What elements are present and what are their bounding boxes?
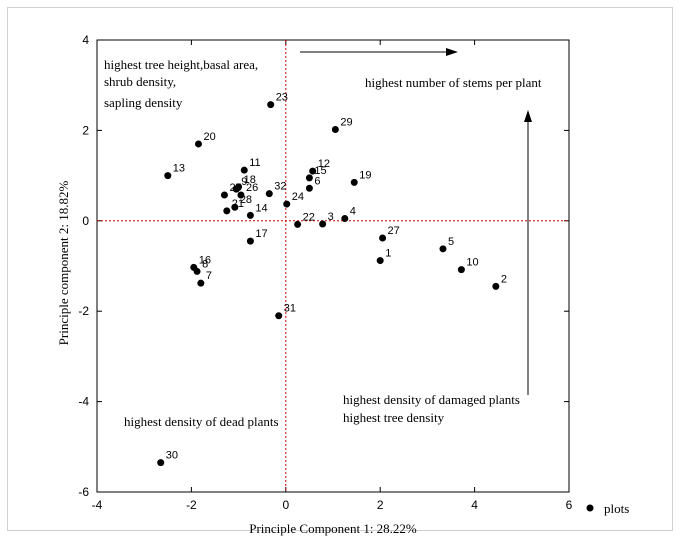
arrowhead-right-icon (446, 48, 458, 56)
point-label-16: 16 (199, 254, 211, 266)
point-label-7: 7 (206, 270, 212, 282)
data-point-15 (305, 174, 313, 182)
data-point-31 (275, 312, 283, 320)
point-label-28: 28 (240, 194, 252, 206)
data-point-21 (223, 207, 231, 215)
annotation-tree-height: highest tree height,basal area, shrub de… (104, 57, 261, 110)
annotation-dead: highest density of dead plants (124, 414, 279, 429)
y-tick-label: -6 (78, 485, 89, 499)
y-tick-label: -4 (78, 395, 89, 409)
point-label-31: 31 (284, 303, 296, 315)
data-point-3 (319, 220, 327, 228)
x-tick-label: 4 (471, 498, 478, 512)
annotation-line: sapling density (104, 95, 183, 110)
data-point-13 (164, 172, 172, 180)
arrowhead-up-icon (524, 110, 532, 122)
annotation-line: highest tree height,basal area, (104, 57, 258, 72)
x-tick-label: -2 (186, 498, 197, 512)
x-tick-label: 2 (377, 498, 384, 512)
point-label-18: 18 (244, 174, 256, 186)
data-point-4 (341, 215, 349, 223)
y-tick-label: -2 (78, 304, 89, 318)
data-point-30 (157, 459, 165, 467)
data-point-24 (283, 200, 291, 208)
legend-marker (586, 504, 594, 512)
point-label-15: 15 (314, 165, 326, 177)
data-point-7 (197, 279, 205, 287)
point-label-26: 26 (246, 182, 258, 194)
reference-lines (97, 40, 569, 492)
point-label-19: 19 (359, 169, 371, 181)
point-label-30: 30 (166, 450, 178, 462)
point-label-3: 3 (328, 211, 334, 223)
annotation-line: shrub density, (104, 74, 176, 89)
point-label-10: 10 (466, 257, 478, 269)
point-label-14: 14 (255, 202, 267, 214)
data-points: 1234567891011121314151617192021222324252… (157, 92, 507, 467)
annotation-line: highest tree density (343, 410, 445, 425)
data-point-6 (305, 184, 313, 192)
point-label-20: 20 (203, 131, 215, 143)
data-point-11 (240, 166, 248, 174)
x-tick-label: -4 (92, 498, 103, 512)
x-tick-label: 6 (566, 498, 573, 512)
figure-frame (7, 7, 673, 531)
point-label-6: 6 (314, 175, 320, 187)
data-point-23 (267, 101, 275, 109)
data-point-19 (350, 178, 358, 186)
point-label-9: 9 (241, 176, 247, 188)
annotation-stems: highest number of stems per plant (365, 75, 542, 90)
point-label-13: 13 (173, 163, 185, 175)
data-point-18 (235, 183, 243, 191)
data-point-28 (231, 203, 239, 211)
annotation-damaged: highest density of damaged plants highes… (343, 392, 523, 425)
point-label-17: 17 (255, 228, 267, 240)
data-point-16 (190, 263, 198, 271)
data-point-32 (265, 190, 273, 198)
point-label-8: 8 (202, 258, 208, 270)
point-label-11: 11 (249, 157, 260, 169)
point-label-12: 12 (318, 158, 330, 170)
annotation-line: highest density of damaged plants (343, 392, 520, 407)
data-point-26 (237, 191, 245, 199)
y-tick-label: 0 (82, 214, 89, 228)
data-point-25 (220, 191, 228, 199)
point-label-5: 5 (448, 236, 454, 248)
point-label-32: 32 (274, 181, 286, 193)
x-axis-label: Principle Component 1: 28.22% (249, 521, 417, 536)
y-axis-label: Principle component 2: 18.82% (56, 181, 71, 346)
data-point-27 (379, 234, 387, 242)
data-point-12 (309, 167, 317, 175)
data-point-22 (294, 220, 302, 228)
data-point-29 (331, 125, 339, 133)
data-point-20 (194, 140, 202, 148)
y-tick-label: 2 (82, 123, 89, 137)
point-label-23: 23 (276, 92, 288, 104)
y-tick-label: 4 (82, 33, 89, 47)
data-point-5 (439, 245, 447, 253)
data-point-10 (457, 266, 465, 274)
point-label-22: 22 (303, 211, 315, 223)
plot-area (96, 39, 570, 493)
point-label-4: 4 (350, 206, 356, 218)
point-label-2: 2 (501, 273, 507, 285)
point-label-1: 1 (385, 248, 391, 260)
data-point-2 (492, 282, 500, 290)
point-label-27: 27 (388, 225, 400, 237)
point-label-24: 24 (292, 191, 304, 203)
x-tick-label: 0 (282, 498, 289, 512)
data-point-17 (246, 237, 254, 245)
data-point-1 (376, 257, 384, 265)
legend-label: plots (604, 501, 629, 516)
data-point-14 (246, 211, 254, 219)
point-label-29: 29 (340, 116, 352, 128)
